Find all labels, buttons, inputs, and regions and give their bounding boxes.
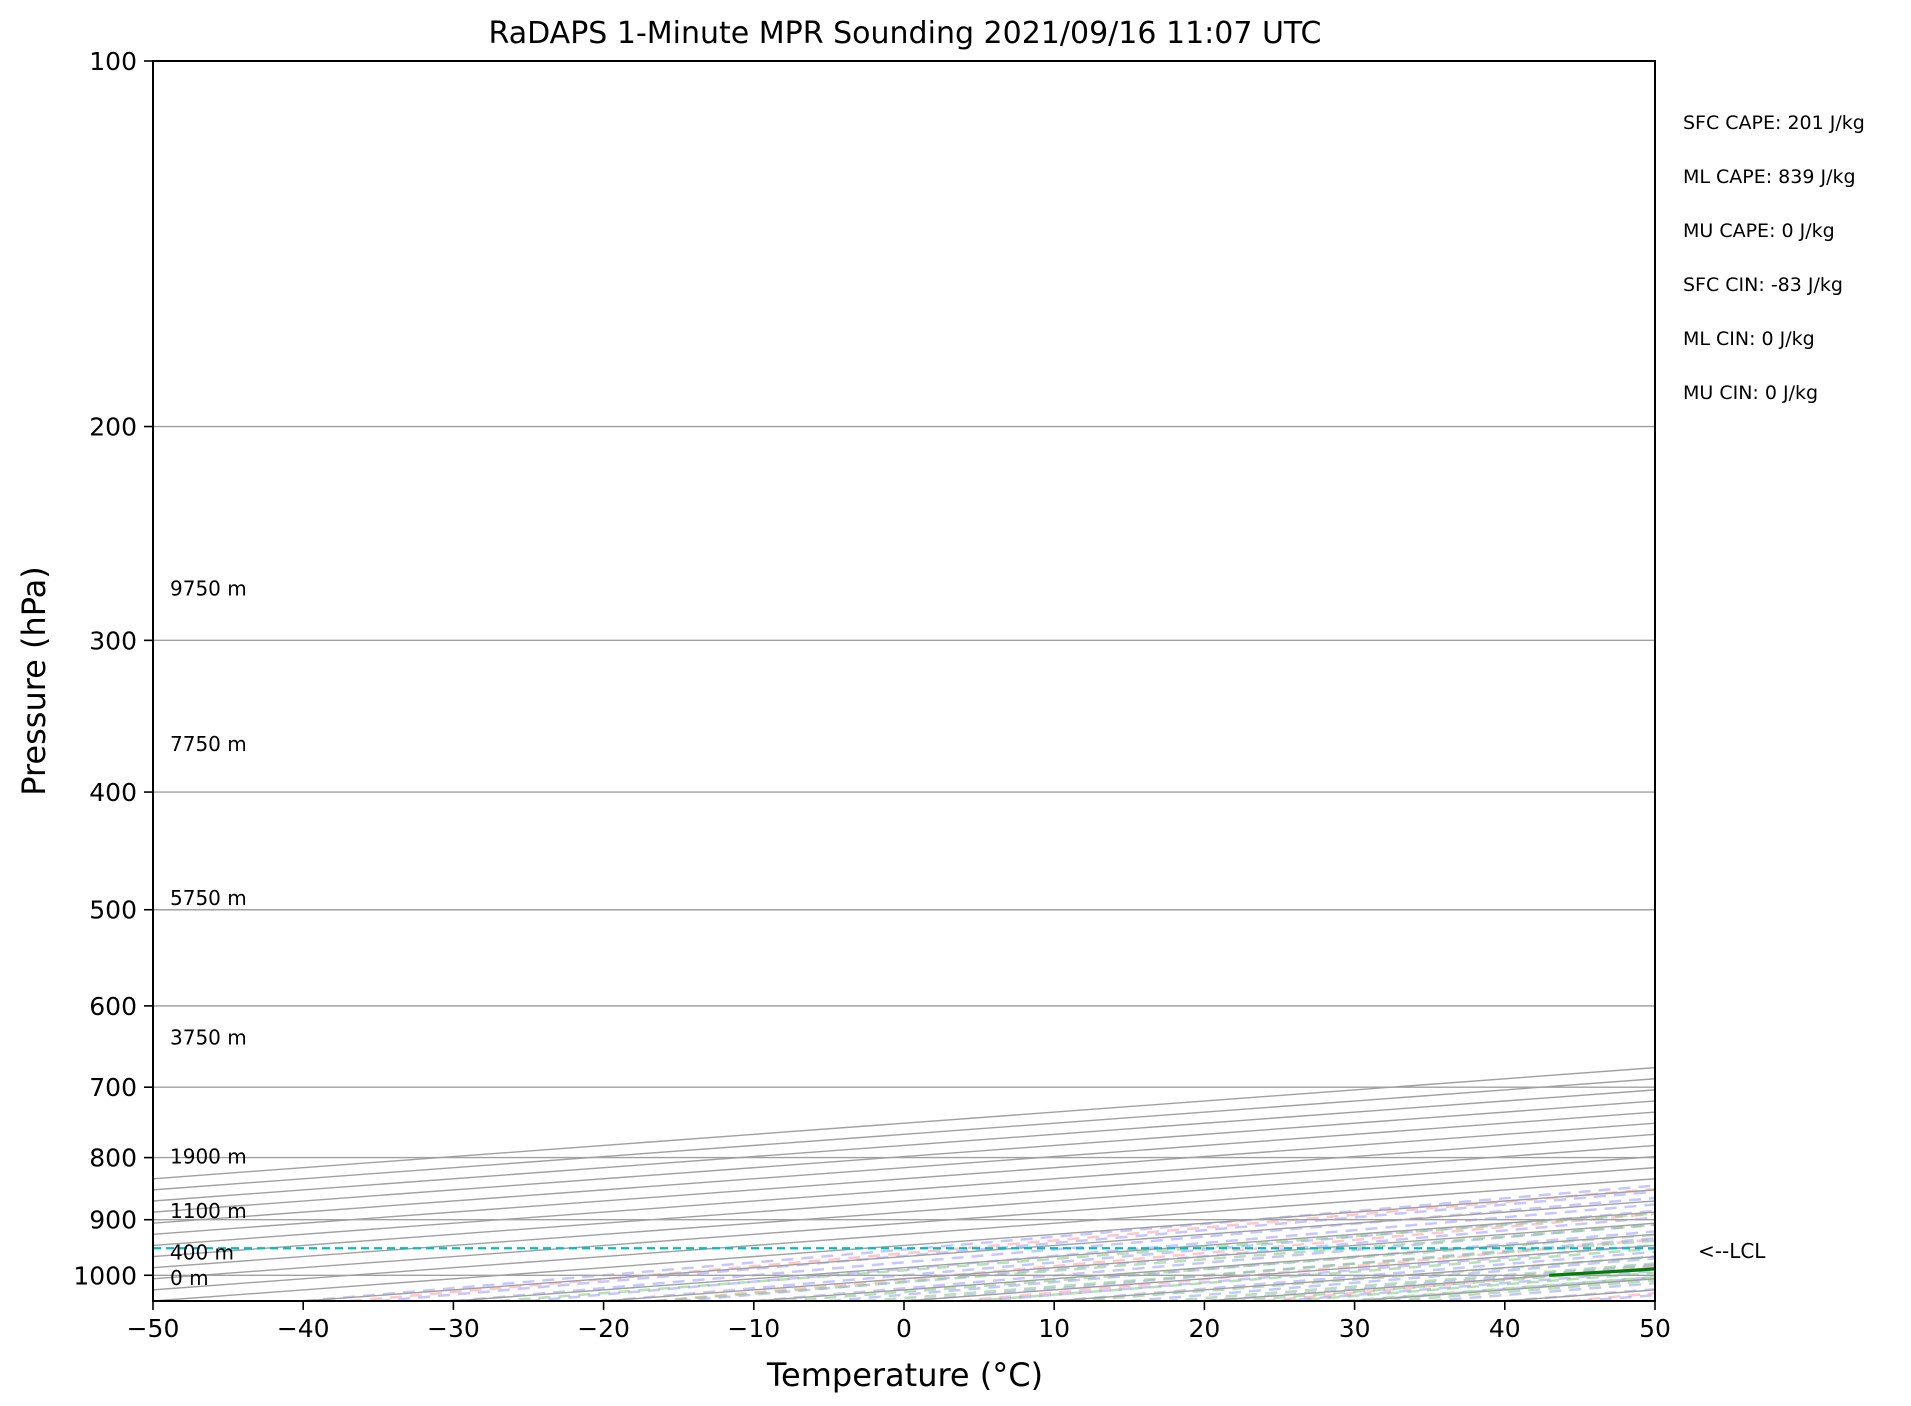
moist-adiabat [453,1196,1655,1301]
x-tick-label: −50 [127,1314,180,1343]
x-tick-label: −30 [427,1314,480,1343]
temperature-line [1680,613,1911,1267]
isotherm [603,1222,1655,1301]
isotherm [303,1200,1655,1301]
y-tick-label: 100 [89,47,137,76]
x-tick-label: 30 [1339,1314,1371,1343]
moist-adiabat [303,1184,1655,1301]
moist-adiabat [603,1209,1655,1301]
height-label: 7750 m [170,732,247,756]
isotherm [153,1111,1655,1224]
dry-adiabat [959,1238,1655,1301]
background-grid [153,61,1911,1301]
y-tick-label: 200 [89,413,137,442]
y-axis-label: Pressure (hPa) [15,566,53,796]
x-axis-label: Temperature (°C) [766,1356,1043,1394]
stat-text: ML CAPE: 839 J/kg [1683,166,1856,188]
annotations: <--LCL 9750 m 7750 m 5750 m 3750 m 1900 m 1100… [170,577,1766,1290]
isotherm [753,1233,1655,1301]
moist-adiabat [1279,1269,1655,1301]
moist-adiabat [678,1216,1655,1301]
moist-adiabat [978,1243,1655,1301]
stat-text: MU CAPE: 0 J/kg [1683,220,1835,242]
stat-text: SFC CIN: -83 J/kg [1683,274,1843,296]
x-tick-label: −40 [277,1314,330,1343]
y-tick-label: 400 [89,778,137,807]
height-label: 3750 m [170,1025,247,1049]
height-label: 1100 m [170,1199,247,1223]
y-tick-label: 700 [89,1073,137,1102]
isotherm [153,1189,1655,1301]
moist-adiabat [1129,1257,1655,1301]
isotherm [453,1211,1655,1301]
moist-adiabat [1579,1293,1655,1301]
isotherm [1354,1278,1655,1301]
height-label: 5750 m [170,886,247,910]
isotherm [153,1078,1655,1191]
x-tick-label: −10 [727,1314,780,1343]
height-label: 0 m [170,1266,209,1290]
y-tick-label: 600 [89,992,137,1021]
dewpoint-line [1549,1267,1655,1277]
moist-adiabat [378,1190,1655,1301]
y-tick-label: 900 [89,1206,137,1235]
moist-adiabat [1354,1275,1655,1301]
moist-adiabat [1054,1250,1655,1301]
x-tick-label: 10 [1038,1314,1070,1343]
dry-adiabat [654,1212,1655,1301]
x-tick-label: 40 [1489,1314,1521,1343]
height-label: 400 m [170,1241,234,1265]
isotherm [153,1089,1655,1202]
mixing-ratio-line [1233,1267,1655,1301]
moist-adiabat [1429,1281,1655,1301]
stat-text: SFC CAPE: 201 J/kg [1683,112,1865,134]
y-tick-label: 500 [89,896,137,925]
x-tick-label: 50 [1639,1314,1671,1343]
x-tick-label: 0 [896,1314,912,1343]
x-tick-label: 20 [1188,1314,1220,1343]
chart-title: RaDAPS 1-Minute MPR Sounding 2021/09/16 … [489,16,1322,51]
y-tick-label: 800 [89,1144,137,1173]
isotherm [1504,1289,1655,1301]
lcl-label: <--LCL [1698,1239,1766,1263]
parcel-line [1672,610,1911,1270]
dry-adiabat [1873,61,1911,1301]
dry-adiabat [1263,1264,1655,1301]
isotherm [153,1066,1655,1180]
stat-text: MU CIN: 0 J/kg [1683,382,1818,404]
isotherm [903,1244,1655,1301]
height-label: 1900 m [170,1144,247,1168]
moist-adiabat [528,1203,1655,1301]
y-tick-label: 1000 [73,1261,137,1290]
stat-text: ML CIN: 0 J/kg [1683,328,1815,350]
isotherm [1054,1255,1655,1301]
height-label: 9750 m [170,577,247,601]
y-tick-label: 300 [89,626,137,655]
x-tick-label: −20 [577,1314,630,1343]
plot-frame [152,60,1656,1302]
dry-adiabat [349,1187,1655,1301]
moist-adiabat [1504,1287,1655,1301]
isotherm [1654,1300,1655,1301]
sounding-lines [153,610,1911,1277]
stability-stats: SFC CAPE: 201 J/kg ML CAPE: 839 J/kg MU CA… [1683,112,1865,404]
